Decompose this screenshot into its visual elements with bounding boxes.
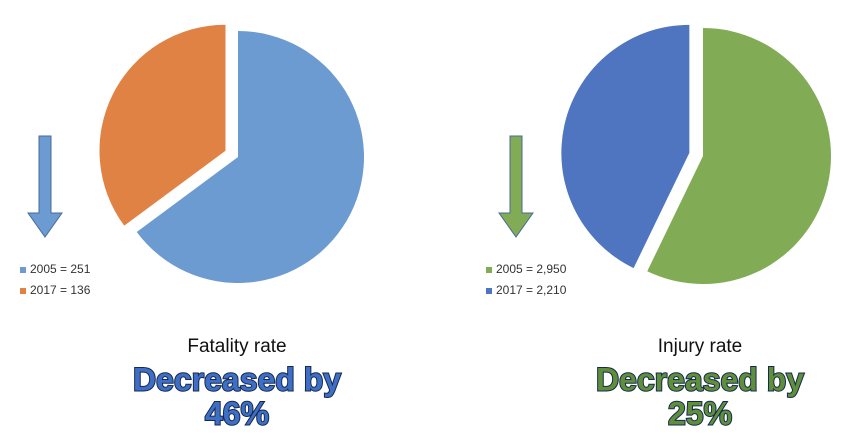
headline: 46% — [205, 395, 269, 431]
headline: Decreased by — [596, 361, 804, 397]
legend-swatch — [486, 288, 492, 294]
chart-title: Fatality rate — [187, 336, 286, 357]
legend-swatch — [486, 267, 492, 273]
headline: Decreased by — [133, 361, 341, 397]
pie-slice — [561, 24, 690, 269]
chart-title: Injury rate — [658, 336, 742, 357]
legend-label: 2005 = 251 — [30, 262, 91, 276]
arrow — [27, 135, 63, 238]
pie-slice — [99, 24, 226, 226]
legend-label: 2005 = 2,950 — [496, 262, 567, 276]
legend-label: 2017 = 2,210 — [496, 283, 567, 297]
pie-slice — [136, 31, 365, 284]
legend-label: 2017 = 136 — [30, 283, 91, 297]
legend-swatch — [20, 288, 26, 294]
arrow — [498, 135, 534, 238]
pie-slice — [647, 28, 831, 284]
headline: 25% — [668, 395, 732, 431]
legend-swatch — [20, 267, 26, 273]
